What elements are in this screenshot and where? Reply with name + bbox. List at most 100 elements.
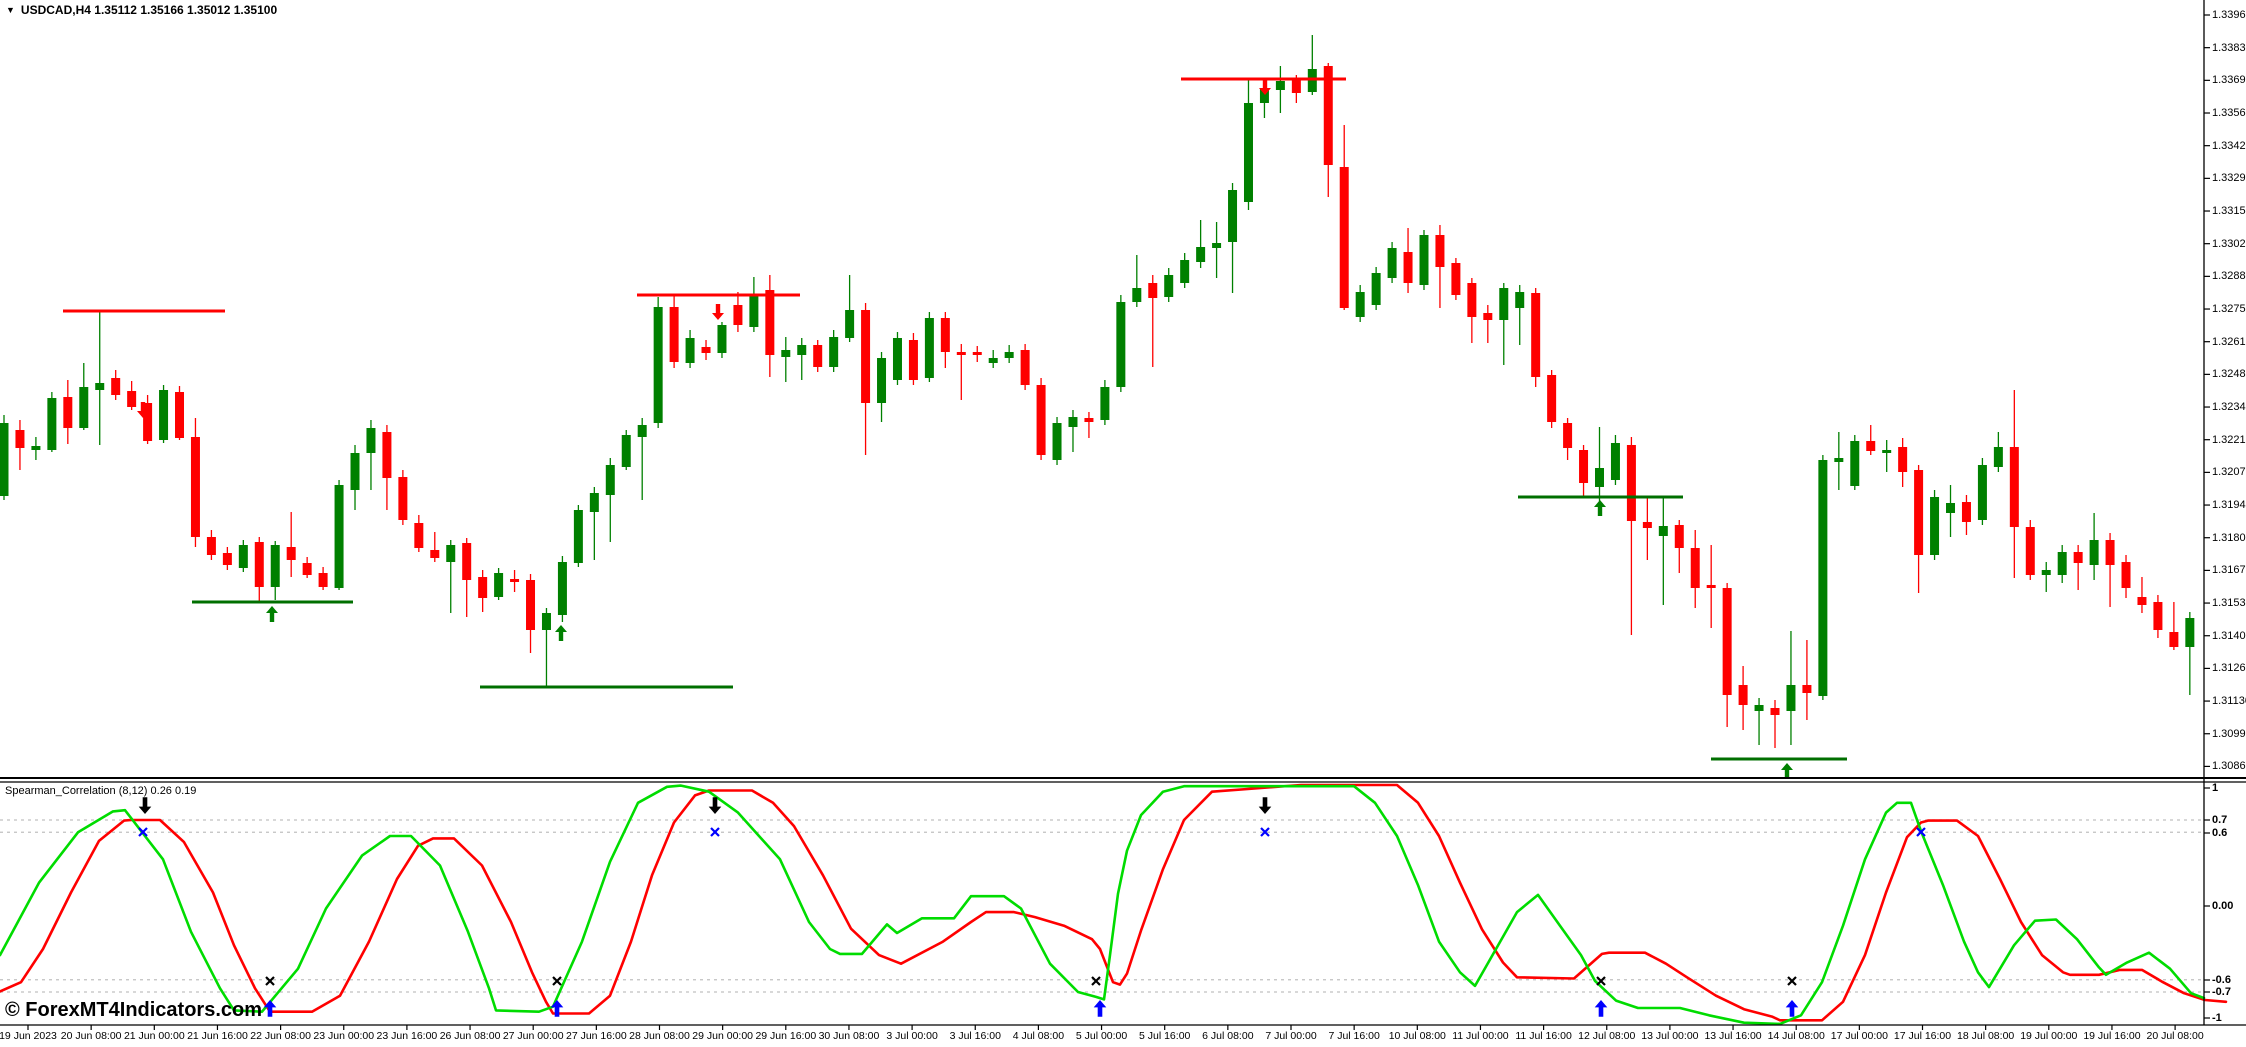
candle-body — [1291, 79, 1301, 93]
sell-arrow-icon — [1258, 797, 1272, 814]
candle-body — [988, 358, 998, 363]
candle-body — [861, 310, 871, 403]
candle-body — [254, 542, 264, 587]
candle-body — [302, 563, 312, 575]
time-tick-label: 7 Jul 00:00 — [1265, 1030, 1317, 1042]
time-tick-label: 20 Jun 08:00 — [60, 1030, 122, 1042]
candle-body — [621, 435, 631, 467]
indicator-tick-label: -0.6 — [2212, 974, 2231, 986]
blue-x-marker-icon — [1260, 827, 1270, 837]
time-tick-label: 5 Jul 16:00 — [1139, 1030, 1191, 1042]
price-tick-label: 1.33155 — [2212, 205, 2246, 218]
candle-body — [1052, 423, 1062, 460]
candle-body — [765, 290, 775, 355]
candle-body — [1722, 588, 1732, 695]
price-tick-label: 1.32750 — [2212, 303, 2246, 316]
candle-body — [1515, 292, 1525, 308]
candle-body — [1419, 235, 1429, 285]
sell-arrow-icon — [138, 797, 152, 814]
price-tick-label: 1.31670 — [2212, 564, 2246, 577]
candle-body — [15, 430, 25, 448]
candle-body — [238, 545, 248, 568]
candle-body — [1993, 447, 2003, 467]
candle-body — [1259, 88, 1269, 103]
time-tick-label: 29 Jun 00:00 — [692, 1030, 753, 1042]
candle-body — [1977, 465, 1987, 520]
candle-body — [1579, 450, 1589, 483]
indicator-tick-label: 0.00 — [2212, 900, 2234, 912]
candle-body — [653, 307, 663, 423]
candle-body — [1595, 468, 1604, 487]
watermark-logo: © ForexMT4Indicators.com — [5, 999, 263, 1021]
candle-body — [605, 465, 615, 495]
price-tick-label: 1.32615 — [2212, 335, 2246, 348]
time-tick-label: 14 Jul 08:00 — [1767, 1030, 1825, 1042]
time-tick-label: 19 Jul 00:00 — [2020, 1030, 2078, 1042]
candle-body — [1610, 443, 1620, 480]
price-tick-label: 1.31130 — [2212, 695, 2246, 708]
candle-body — [366, 428, 376, 453]
candle-body — [685, 338, 695, 363]
candle-body — [175, 392, 185, 438]
candle-body — [222, 553, 232, 565]
candle-body — [2041, 570, 2051, 575]
candle-body — [845, 310, 855, 338]
indicator-line — [0, 784, 2206, 1026]
candle-body — [1531, 293, 1541, 377]
candle-body — [1387, 248, 1397, 278]
candle-body — [829, 337, 839, 367]
price-tick-label: 1.32210 — [2212, 433, 2246, 446]
candle-body — [206, 537, 216, 555]
candle-body — [669, 307, 679, 362]
blue-up-arrow-icon — [1594, 1000, 1608, 1017]
price-tick-label: 1.31400 — [2212, 629, 2246, 642]
blue-x-marker-icon — [1916, 827, 1926, 837]
candle-body — [350, 453, 360, 490]
candle-body — [270, 545, 280, 587]
candle-body — [892, 338, 902, 380]
candle-body — [1754, 705, 1764, 711]
candle-body — [908, 340, 918, 380]
chevron-down-icon[interactable]: ▼ — [6, 5, 15, 15]
time-tick-label: 22 Jun 08:00 — [250, 1030, 311, 1042]
price-tick-label: 1.33425 — [2212, 139, 2246, 152]
candle-body — [797, 345, 807, 355]
buy-arrow-icon — [1594, 500, 1607, 516]
candle-body — [1499, 288, 1509, 320]
candle-body — [1467, 283, 1477, 317]
candle-body — [1802, 685, 1812, 693]
time-tick-label: 13 Jul 00:00 — [1641, 1030, 1699, 1042]
candle-body — [1786, 685, 1796, 711]
indicator-tick-label: 1 — [2212, 782, 2219, 794]
candle-body — [1658, 526, 1668, 536]
time-tick-label: 27 Jun 00:00 — [502, 1030, 564, 1042]
time-tick-label: 4 Jul 08:00 — [1012, 1030, 1065, 1042]
candle-body — [1834, 458, 1844, 462]
candle-body — [1626, 445, 1636, 521]
time-tick-label: 10 Jul 08:00 — [1388, 1030, 1446, 1042]
buy-arrow-icon — [555, 625, 567, 641]
candle-body — [877, 358, 887, 403]
candle-body — [781, 350, 791, 357]
black-x-marker-icon — [1596, 976, 1606, 986]
time-tick-label: 30 Jun 08:00 — [818, 1030, 880, 1042]
candle-body — [733, 305, 743, 325]
price-tick-label: 1.31535 — [2212, 597, 2246, 610]
time-tick-label: 5 Jul 00:00 — [1075, 1030, 1128, 1042]
candle-body — [1642, 522, 1652, 528]
indicator-tick-label: 0.6 — [2212, 827, 2228, 839]
candle-body — [1132, 288, 1142, 302]
candle-body — [637, 425, 647, 437]
time-tick-label: 17 Jul 00:00 — [1830, 1030, 1888, 1042]
candle-body — [1020, 350, 1030, 385]
candle-body — [972, 352, 982, 355]
candle-body — [47, 398, 57, 450]
black-x-marker-icon — [265, 976, 275, 986]
candle-body — [557, 562, 567, 615]
candle-body — [2089, 540, 2099, 565]
indicator-tick-label: -1 — [2212, 1012, 2222, 1024]
candle-body — [159, 390, 169, 440]
candle-body — [701, 347, 711, 353]
